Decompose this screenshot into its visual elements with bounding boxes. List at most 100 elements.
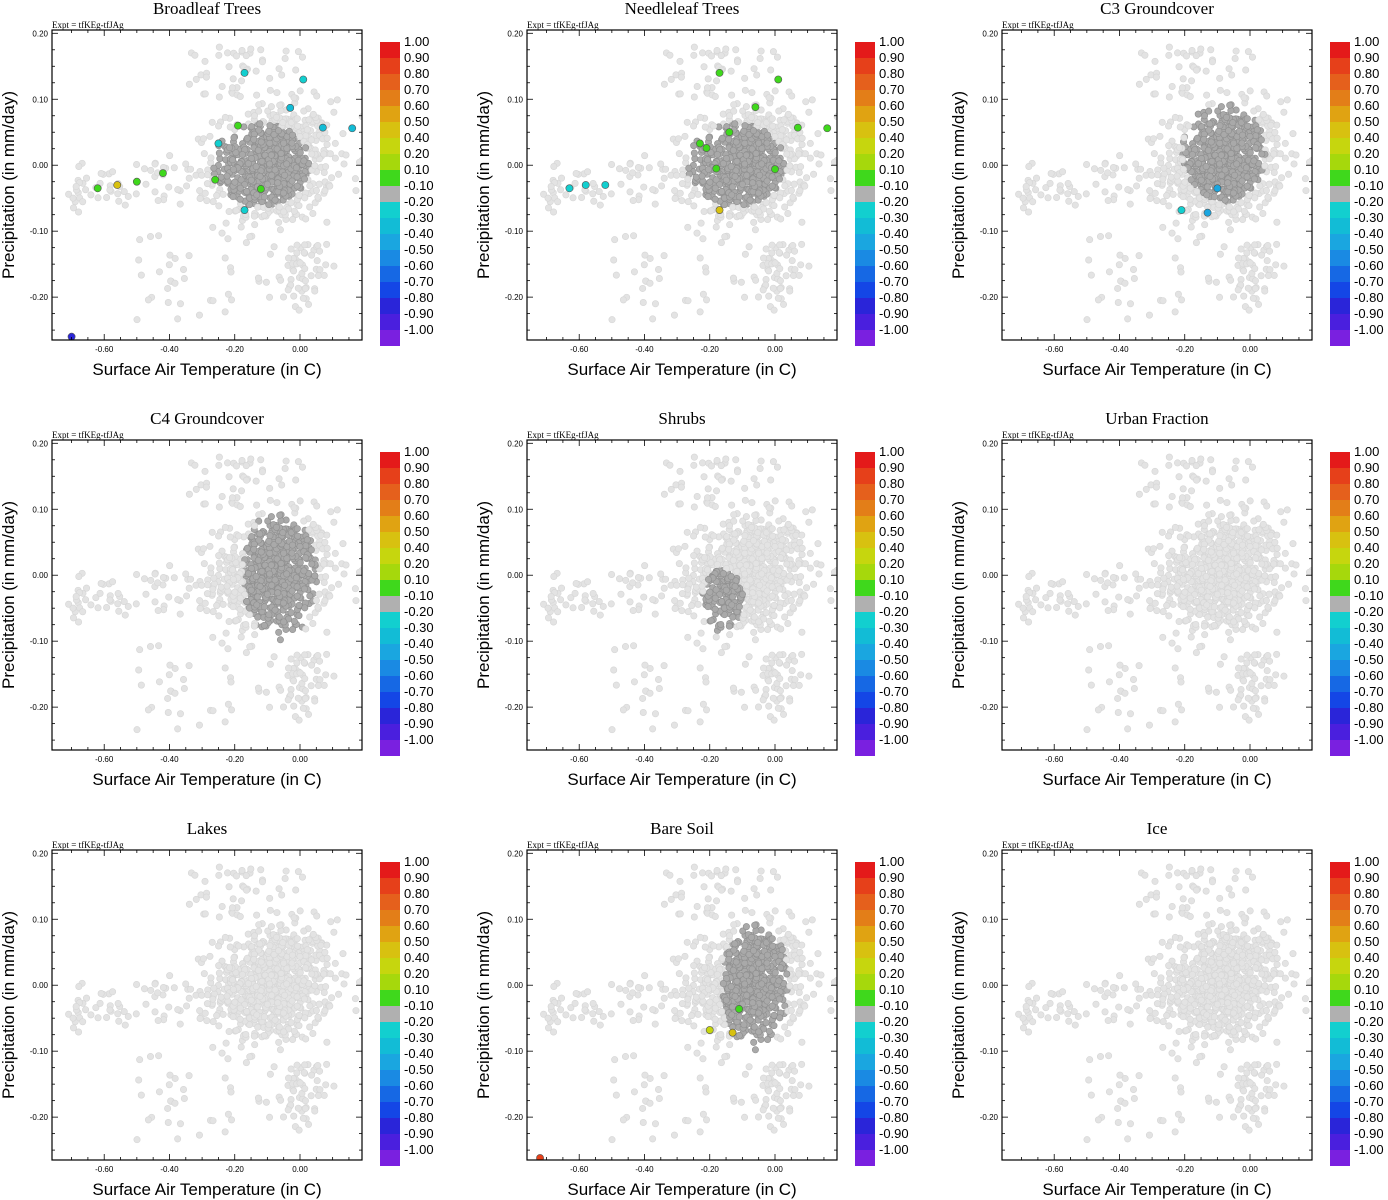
data-point <box>154 197 162 205</box>
data-point <box>595 598 603 606</box>
data-point <box>308 150 316 158</box>
data-point <box>290 702 298 710</box>
data-point <box>589 589 597 597</box>
data-point <box>1083 316 1091 324</box>
data-point <box>1145 311 1153 319</box>
colorbar-swatch <box>1330 106 1350 122</box>
data-point <box>798 650 806 658</box>
highlighted-point <box>696 139 704 148</box>
experiment-label: Expt = tfKEg-tfJAg <box>527 20 599 30</box>
data-point <box>711 605 719 613</box>
colorbar-swatch <box>380 138 400 154</box>
data-point <box>302 625 310 633</box>
data-point <box>276 226 284 234</box>
data-point <box>1248 53 1256 61</box>
data-point <box>242 239 250 247</box>
data-point <box>196 187 204 195</box>
data-point <box>1302 187 1310 195</box>
data-point <box>209 608 217 616</box>
data-point <box>701 533 709 541</box>
data-point <box>228 296 236 304</box>
highlighted-point <box>751 103 760 112</box>
data-point <box>1201 221 1209 229</box>
colorbar-label: -0.90 <box>404 306 434 321</box>
data-point <box>226 123 234 131</box>
data-point <box>815 160 823 168</box>
data-point <box>711 195 719 203</box>
x-axis-label: Surface Air Temperature (in C) <box>567 360 796 379</box>
colorbar-label: -0.50 <box>1354 242 1384 257</box>
data-point <box>209 633 217 641</box>
data-point <box>791 266 799 274</box>
data-point <box>293 173 301 181</box>
data-point <box>655 266 663 274</box>
data-point <box>676 90 684 98</box>
data-point <box>750 628 758 636</box>
data-point <box>1203 191 1211 199</box>
data-point <box>1242 164 1250 172</box>
data-point <box>342 151 350 159</box>
data-point <box>201 189 209 197</box>
data-point <box>771 87 779 95</box>
data-point <box>1270 271 1278 279</box>
data-point <box>1259 110 1267 118</box>
colorbar-label: 1.00 <box>1354 34 1379 49</box>
data-point <box>185 662 193 670</box>
data-point <box>257 456 265 464</box>
data-point <box>738 590 746 598</box>
data-point <box>146 643 154 651</box>
data-point <box>639 284 647 292</box>
data-point <box>611 236 619 244</box>
data-point <box>114 600 122 608</box>
data-point <box>323 134 331 142</box>
data-point <box>314 193 322 201</box>
colorbar-swatch <box>380 676 400 692</box>
data-point <box>281 55 289 63</box>
data-point <box>222 219 230 227</box>
data-point <box>1239 216 1247 224</box>
data-point <box>135 256 143 264</box>
data-point <box>215 51 223 59</box>
data-point <box>1019 194 1027 202</box>
data-point <box>718 188 726 196</box>
data-point <box>1252 132 1260 140</box>
data-point <box>253 191 261 199</box>
data-point <box>208 118 216 126</box>
data-point <box>255 126 263 134</box>
panel-title: Shrubs <box>658 409 705 428</box>
colorbar-label: 0.20 <box>879 146 904 161</box>
data-point <box>645 574 653 582</box>
data-point <box>203 607 211 615</box>
data-point <box>1130 266 1138 274</box>
data-point <box>1215 201 1223 209</box>
data-point <box>1224 179 1232 187</box>
x-tick-label: -0.40 <box>160 755 179 764</box>
colorbar-swatch <box>380 58 400 74</box>
data-point <box>266 74 274 82</box>
data-point <box>1231 171 1239 179</box>
data-point <box>300 585 308 593</box>
data-point <box>276 636 284 644</box>
colorbar-label: -0.60 <box>879 258 909 273</box>
data-point <box>1187 223 1195 231</box>
data-point <box>256 530 264 538</box>
data-point <box>267 561 275 569</box>
data-point <box>258 567 266 575</box>
data-point <box>684 608 692 616</box>
data-point <box>629 607 637 615</box>
data-point <box>789 682 797 690</box>
data-point <box>1253 126 1261 134</box>
data-point <box>676 57 684 65</box>
data-point <box>1243 249 1251 257</box>
x-tick-label: -0.40 <box>635 345 654 354</box>
data-point <box>703 84 711 92</box>
data-point <box>1085 256 1093 264</box>
data-point <box>649 315 657 323</box>
data-point <box>1165 51 1173 59</box>
colorbar-label: -0.80 <box>404 700 434 715</box>
data-point <box>215 532 223 540</box>
data-point <box>798 531 806 539</box>
colorbar-label: 0.80 <box>1354 66 1379 81</box>
data-point <box>1124 315 1132 323</box>
data-point <box>296 259 304 267</box>
